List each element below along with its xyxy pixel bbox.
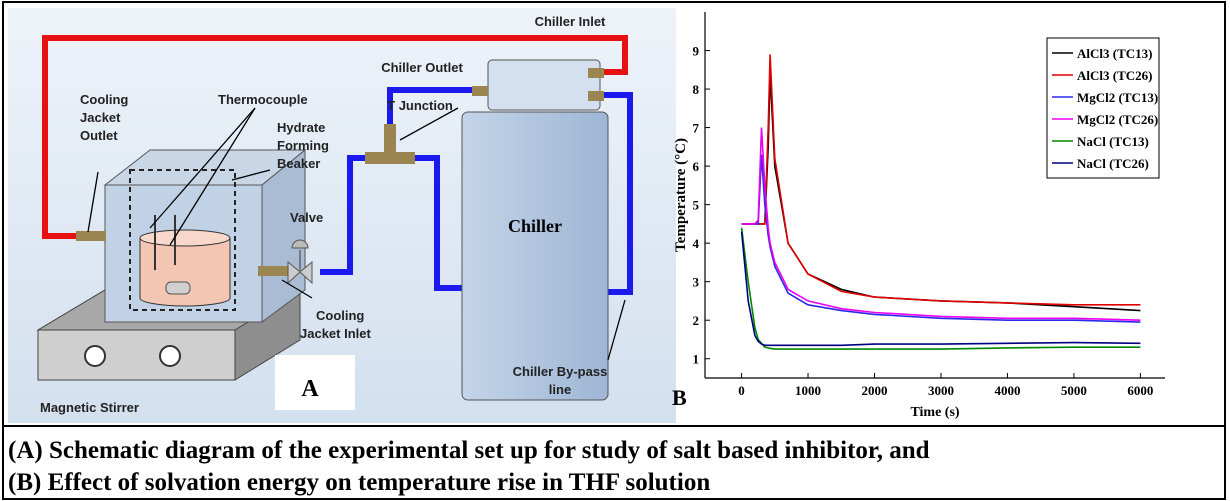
y-axis-title: Temperature (°C) bbox=[673, 138, 689, 252]
blue-pipe bbox=[320, 155, 365, 275]
label: Cooling bbox=[316, 308, 364, 323]
panel-label: B bbox=[672, 385, 687, 410]
x-tick-label: 6000 bbox=[1127, 383, 1153, 398]
chiller-top bbox=[487, 59, 601, 111]
label: Forming bbox=[277, 138, 329, 153]
y-tick-label: 2 bbox=[693, 313, 700, 328]
label: Cooling bbox=[80, 92, 128, 107]
y-tick-label: 8 bbox=[693, 82, 700, 97]
chart: B Time (s) Temperature (°C) 0 1000 2000 300… bbox=[672, 12, 1165, 420]
label: Thermocouple bbox=[218, 92, 308, 107]
x-tick-label: 4000 bbox=[994, 383, 1020, 398]
red-pipe bbox=[42, 35, 628, 239]
label: Beaker bbox=[277, 156, 320, 171]
pointer bbox=[87, 171, 99, 233]
pointer bbox=[607, 299, 626, 361]
y-tick-label: 3 bbox=[693, 275, 700, 290]
series-line bbox=[741, 127, 1141, 321]
t-junction bbox=[384, 124, 396, 154]
label: Magnetic Stirrer bbox=[40, 400, 139, 415]
valve-knob bbox=[291, 239, 309, 249]
legend-label: AlCl3 (TC13) bbox=[1077, 46, 1152, 61]
pointer bbox=[149, 107, 256, 229]
t-junction bbox=[365, 152, 415, 164]
label: Jacket Inlet bbox=[300, 326, 371, 341]
pointer bbox=[399, 107, 459, 141]
label: line bbox=[549, 382, 571, 397]
legend-label: MgCl2 (TC13) bbox=[1077, 90, 1158, 105]
pointer bbox=[231, 169, 271, 181]
y-tick-label: 1 bbox=[693, 352, 700, 367]
panel-label: A bbox=[301, 376, 319, 402]
series-line bbox=[740, 231, 1141, 347]
valve bbox=[299, 260, 313, 285]
legend-label: NaCl (TC26) bbox=[1077, 156, 1149, 171]
x-tick-label: 3000 bbox=[928, 383, 954, 398]
legend-box bbox=[1046, 37, 1160, 179]
blue-pipe bbox=[603, 92, 633, 295]
connector bbox=[258, 266, 288, 276]
caption: (B) Effect of solvation energy on temper… bbox=[8, 469, 710, 496]
valve bbox=[287, 260, 301, 285]
label: Hydrate bbox=[277, 120, 325, 135]
beaker bbox=[139, 238, 231, 307]
knob bbox=[84, 345, 106, 367]
pointer bbox=[281, 279, 313, 299]
label: T Junction bbox=[387, 98, 453, 113]
x-tick-label: 1000 bbox=[795, 383, 821, 398]
x-tick-label: 5000 bbox=[1061, 383, 1087, 398]
knob bbox=[159, 345, 181, 367]
x-tick-label: 2000 bbox=[862, 383, 888, 398]
legend-label: NaCl (TC13) bbox=[1077, 134, 1149, 149]
connector bbox=[588, 68, 604, 78]
series-line bbox=[740, 227, 1141, 350]
y-tick-label: 9 bbox=[693, 44, 700, 59]
stir-bar bbox=[165, 281, 191, 295]
blue-pipe bbox=[415, 155, 462, 291]
caption: (A) Schematic diagram of the experimenta… bbox=[8, 437, 930, 464]
connector bbox=[472, 86, 488, 96]
x-axis-title: Time (s) bbox=[910, 405, 959, 420]
x-tick-label: 0 bbox=[738, 383, 745, 398]
chiller-label: Chiller bbox=[508, 216, 562, 236]
dashed-beaker bbox=[129, 169, 236, 311]
y-tick-label: 6 bbox=[693, 159, 700, 174]
panel-label-bg bbox=[275, 355, 355, 410]
label: Jacket bbox=[80, 110, 121, 125]
legend-label: AlCl3 (TC26) bbox=[1077, 68, 1152, 83]
pointer bbox=[169, 107, 256, 246]
connector bbox=[76, 231, 106, 241]
legend-label: MgCl2 (TC26) bbox=[1077, 112, 1158, 127]
y-tick-label: 4 bbox=[693, 236, 700, 251]
y-tick-label: 7 bbox=[693, 121, 700, 136]
y-tick-label: 5 bbox=[693, 198, 700, 213]
label: Valve bbox=[290, 210, 323, 225]
label: Chiller By-pass bbox=[513, 364, 608, 379]
series-line bbox=[741, 154, 1141, 323]
label: Chiller Inlet bbox=[535, 14, 606, 29]
stirrer-front bbox=[37, 329, 236, 381]
label: Outlet bbox=[80, 128, 118, 143]
diagram: A Chiller Inlet Chiller Outlet T Junctio… bbox=[8, 8, 676, 423]
connector bbox=[588, 91, 604, 101]
beaker-rim bbox=[139, 229, 231, 247]
blue-pipe bbox=[387, 87, 485, 130]
label: Chiller Outlet bbox=[381, 60, 463, 75]
chiller-box bbox=[461, 111, 609, 401]
